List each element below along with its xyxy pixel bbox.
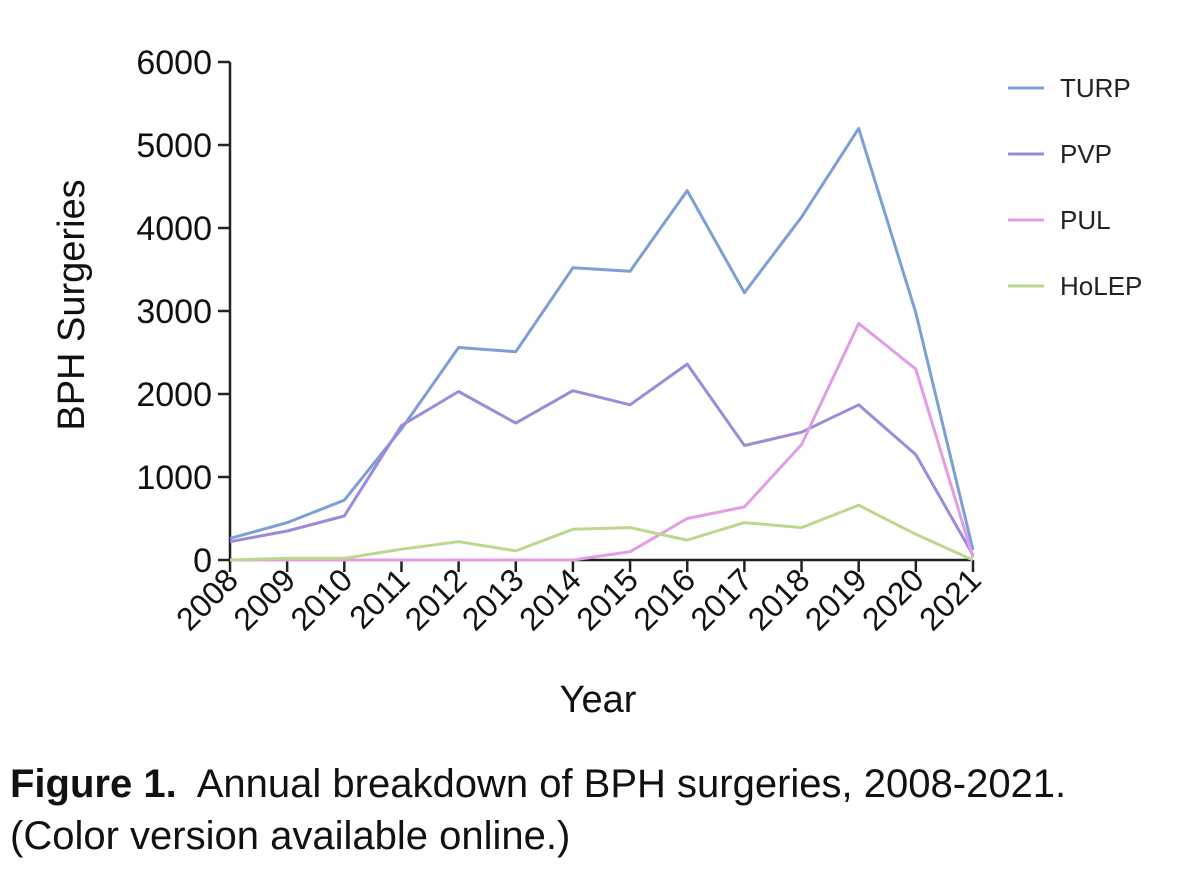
y-tick-label: 3000 (136, 293, 212, 331)
legend-label-turp: TURP (1060, 73, 1131, 103)
x-tick-label: 2014 (512, 561, 588, 637)
series-line-pul (230, 321, 975, 562)
x-tick-label: 2010 (283, 561, 359, 637)
legend-label-holep: HoLEP (1060, 271, 1142, 301)
caption-text: Annual breakdown of BPH surgeries, 2008-… (196, 762, 1067, 806)
caption-line-2: (Color version available online.) (10, 814, 571, 858)
x-tick-label: 2016 (626, 561, 702, 637)
axes (218, 60, 975, 572)
x-tick-label: 2020 (855, 561, 931, 637)
y-tick-label: 5000 (136, 127, 212, 165)
caption-label: Figure 1. (10, 762, 177, 806)
series-layer (229, 126, 975, 562)
y-tick-label: 0 (193, 542, 212, 580)
x-tick-label: 2013 (455, 561, 531, 637)
x-tick-label: 2011 (342, 561, 416, 635)
y-tick-label: 4000 (136, 210, 212, 248)
x-tick-label: 2018 (741, 561, 817, 637)
y-tick-label: 2000 (136, 376, 212, 414)
figure-caption: Figure 1. Annual breakdown of BPH surger… (10, 758, 1190, 862)
caption-line-1: Figure 1. Annual breakdown of BPH surger… (10, 758, 1190, 810)
legend-label-pvp: PVP (1060, 139, 1112, 169)
x-tick-label: 2008 (169, 561, 245, 637)
legend: TURP PVP PUL HoLEP (1008, 73, 1142, 301)
x-tick-label: 2021 (912, 561, 988, 637)
x-tick-label: 2012 (398, 561, 474, 637)
x-tick-label: 2015 (569, 561, 645, 637)
y-tick-label: 6000 (136, 44, 212, 82)
x-tick-label: 2019 (798, 561, 874, 637)
series-line-turp (229, 126, 975, 551)
x-tick-label: 2009 (226, 561, 302, 637)
x-axis-title: Year (560, 679, 637, 721)
y-tick-label: 1000 (136, 459, 212, 497)
series-line-holep (229, 503, 974, 562)
legend-label-pul: PUL (1060, 205, 1111, 235)
y-axis-title: BPH Surgeries (51, 179, 93, 430)
x-tick-label: 2017 (684, 561, 760, 637)
series-line-pvp (229, 362, 975, 556)
line-chart: 0100020003000400050006000200820092010201… (51, 44, 1142, 721)
